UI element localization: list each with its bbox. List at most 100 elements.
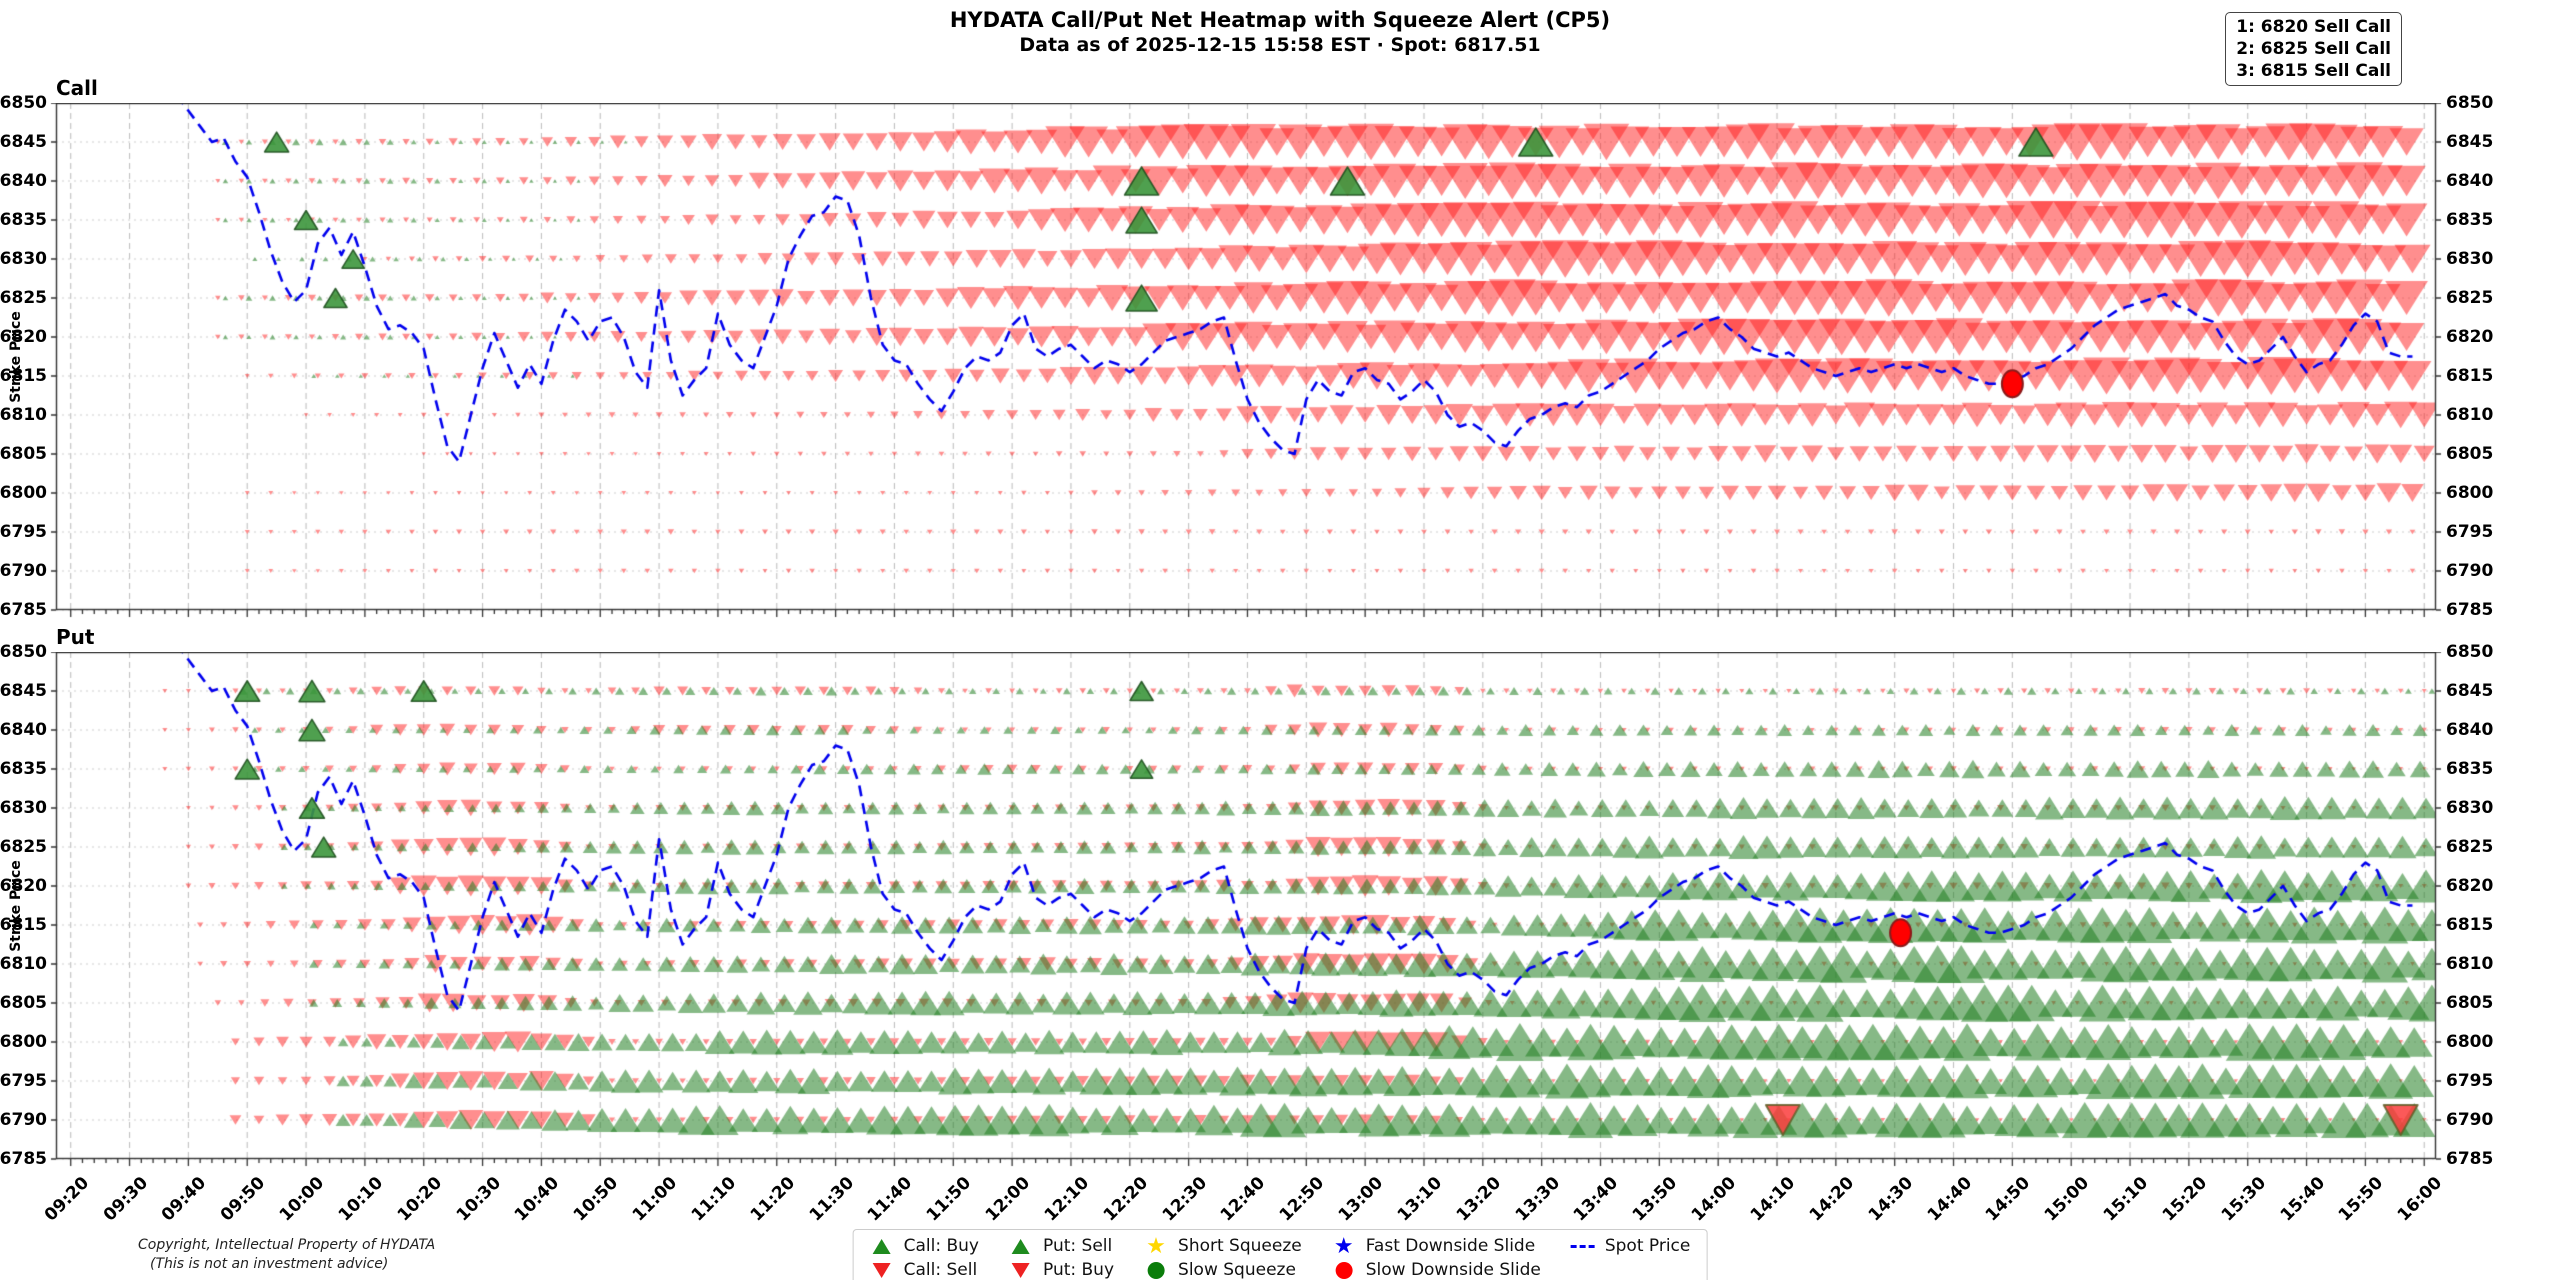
y-tick-label: 6840 <box>0 171 47 191</box>
y-tick-label: 6820 <box>2446 327 2494 347</box>
y-tick-label: 6845 <box>2446 132 2494 152</box>
y-tick-label: 6850 <box>2446 93 2494 113</box>
dashed-line-icon <box>1570 1244 1595 1248</box>
x-tick-label: 13:20 <box>1452 1173 1505 1226</box>
y-tick-label: 6810 <box>0 954 47 974</box>
x-tick-label: 11:10 <box>687 1173 741 1226</box>
y-tick-label: 6785 <box>2446 600 2494 620</box>
y-tick-label: 6805 <box>2446 444 2494 464</box>
y-tick-label: 6815 <box>0 915 47 935</box>
triangle-up-icon <box>870 1238 894 1254</box>
legend-item-slow-squeeze: Slow Squeeze <box>1144 1260 1302 1280</box>
copyright-note: Copyright, Intellectual Property of HYDA… <box>138 1236 435 1274</box>
x-tick-label: 16:00 <box>2393 1173 2447 1226</box>
x-tick-label: 14:00 <box>1687 1173 1741 1226</box>
legend-item-short-squeeze: ★ Short Squeeze <box>1144 1235 1302 1257</box>
x-tick-label: 09:20 <box>40 1173 93 1226</box>
y-tick-label: 6845 <box>0 132 47 152</box>
ylabel-call: Strike Price <box>8 311 24 403</box>
legend-label: Call: Sell <box>903 1260 978 1280</box>
ylabel-put: Strike Price <box>8 860 24 952</box>
x-tick-label: 14:40 <box>1923 1173 1976 1226</box>
legend-item-slow-downside-slide: Slow Downside Slide <box>1332 1260 1541 1280</box>
y-tick-label: 6830 <box>0 249 47 269</box>
triangle-down-glyph <box>1012 1262 1030 1278</box>
y-tick-label: 6825 <box>2446 288 2494 308</box>
x-tick-label: 15:20 <box>2158 1173 2212 1226</box>
y-tick-label: 6850 <box>2446 642 2494 662</box>
x-tick-label: 14:20 <box>1805 1173 1858 1226</box>
y-tick-label: 6820 <box>2446 876 2494 896</box>
y-tick-label: 6835 <box>2446 759 2494 779</box>
x-tick-label: 11:40 <box>864 1173 917 1226</box>
x-tick-label: 14:30 <box>1864 1173 1917 1226</box>
y-tick-label: 6815 <box>2446 915 2494 935</box>
y-tick-label: 6840 <box>2446 720 2494 740</box>
legend-label: Slow Squeeze <box>1178 1260 1296 1280</box>
y-tick-label: 6845 <box>0 681 47 701</box>
legend-label: Put: Sell <box>1043 1236 1113 1256</box>
legend-label: Put: Buy <box>1043 1260 1115 1280</box>
copyright-line-1: Copyright, Intellectual Property of HYDA… <box>138 1237 436 1253</box>
x-tick-label: 12:00 <box>981 1173 1035 1226</box>
x-tick-label: 12:30 <box>1158 1173 1211 1226</box>
legend-item-put-buy: Put: Buy <box>1009 1260 1114 1280</box>
y-tick-label: 6835 <box>0 759 47 779</box>
dashed-line-glyph <box>1570 1244 1595 1248</box>
x-tick-label: 12:10 <box>1040 1173 1094 1226</box>
y-tick-label: 6810 <box>2446 954 2494 974</box>
y-tick-label: 6790 <box>0 1110 47 1130</box>
x-tick-label: 09:30 <box>99 1173 152 1226</box>
x-tick-label: 12:50 <box>1276 1173 1329 1226</box>
star-glyph: ★ <box>1333 1233 1354 1259</box>
triangle-down-icon <box>870 1262 894 1278</box>
y-tick-label: 6790 <box>2446 561 2494 581</box>
x-tick-label: 13:10 <box>1393 1173 1447 1226</box>
x-tick-label: 15:00 <box>2040 1173 2094 1226</box>
legend-item-spot-price: Spot Price <box>1570 1236 1691 1256</box>
y-tick-label: 6800 <box>2446 483 2494 503</box>
y-tick-label: 6785 <box>0 1149 47 1169</box>
chart-subtitle: Data as of 2025-12-15 15:58 EST · Spot: … <box>1019 34 1541 56</box>
x-tick-label: 14:50 <box>1982 1173 2035 1226</box>
x-tick-label: 10:20 <box>393 1173 446 1226</box>
x-tick-label: 15:40 <box>2276 1173 2329 1226</box>
legend-item-put-sell: Put: Sell <box>1009 1236 1114 1256</box>
triangle-up-glyph <box>1012 1238 1030 1254</box>
y-tick-label: 6825 <box>2446 837 2494 857</box>
circle-icon <box>1144 1261 1168 1279</box>
chart-title: HYDATA Call/Put Net Heatmap with Squeeze… <box>949 8 1611 32</box>
circle-glyph <box>1335 1261 1353 1279</box>
y-tick-label: 6830 <box>2446 249 2494 269</box>
y-tick-label: 6820 <box>0 327 47 347</box>
y-tick-label: 6805 <box>0 993 47 1013</box>
x-tick-label: 10:30 <box>452 1173 505 1226</box>
y-tick-label: 6795 <box>2446 522 2494 542</box>
x-tick-label: 12:20 <box>1099 1173 1152 1226</box>
x-tick-label: 14:10 <box>1746 1173 1800 1226</box>
triangle-up-glyph <box>872 1238 891 1254</box>
y-tick-label: 6820 <box>0 876 47 896</box>
y-tick-label: 6825 <box>0 288 47 308</box>
alert-box: 1: 6820 Sell Call 2: 6825 Sell Call 3: 6… <box>2225 12 2402 87</box>
triangle-down-icon <box>1009 1262 1033 1278</box>
y-tick-label: 6785 <box>0 600 47 620</box>
triangle-up-icon <box>1009 1238 1033 1254</box>
x-tick-label: 11:30 <box>805 1173 858 1226</box>
x-tick-label: 11:20 <box>746 1173 799 1226</box>
triangle-down-glyph <box>872 1262 891 1278</box>
x-tick-label: 10:40 <box>511 1173 564 1226</box>
legend-label: Spot Price <box>1604 1236 1691 1256</box>
y-tick-label: 6805 <box>0 444 47 464</box>
x-tick-label: 15:30 <box>2217 1173 2270 1226</box>
x-tick-label: 13:40 <box>1570 1173 1623 1226</box>
y-tick-label: 6800 <box>0 1032 47 1052</box>
x-tick-label: 11:50 <box>922 1173 976 1226</box>
x-tick-label: 10:10 <box>334 1173 388 1226</box>
panel-title-call: Call <box>56 76 98 100</box>
star-icon: ★ <box>1332 1233 1356 1259</box>
x-tick-label: 13:50 <box>1629 1173 1682 1226</box>
y-tick-label: 6800 <box>2446 1032 2494 1052</box>
y-tick-label: 6815 <box>0 366 47 386</box>
